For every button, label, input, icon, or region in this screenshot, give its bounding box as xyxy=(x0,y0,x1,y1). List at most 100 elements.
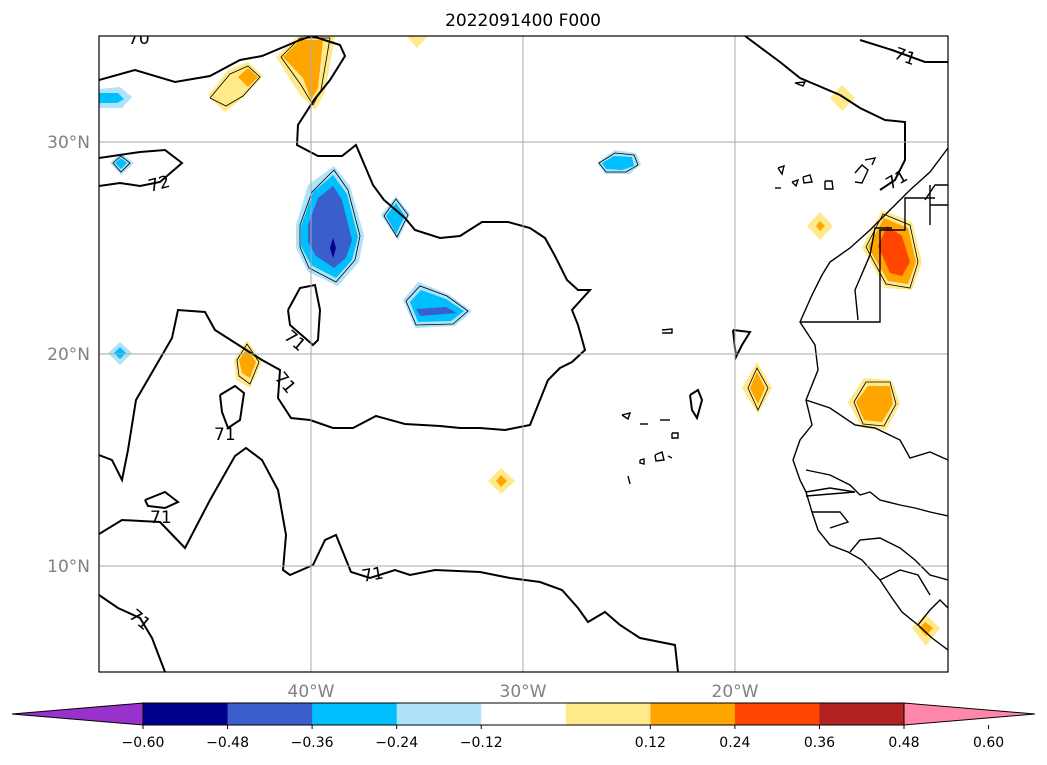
contour-label: 70 xyxy=(128,29,150,49)
colorbar-tick-label: −0.12 xyxy=(460,735,503,751)
lon-label-20w: 20°W xyxy=(712,682,759,702)
cape-verde-8 xyxy=(667,455,673,459)
canary-island-2 xyxy=(791,178,800,188)
contour-south-west xyxy=(99,594,166,672)
edge-africa-interior xyxy=(853,381,897,427)
neg-blob-west-tiny-core xyxy=(114,347,126,359)
coastlines xyxy=(621,81,948,651)
colorbar-extend-low xyxy=(11,702,144,726)
contour-71-top-right xyxy=(859,39,948,63)
canary-island-3 xyxy=(802,174,813,184)
colorbar-tick-label: 0.48 xyxy=(888,735,919,751)
neg-blob-west-edge-core xyxy=(99,93,124,103)
colorbar-swatch xyxy=(481,703,567,725)
africa-coastline xyxy=(792,147,948,651)
map-frame xyxy=(98,35,949,673)
colorbar-tick-label: 0.60 xyxy=(973,735,1004,751)
colorbar: −0.60 −0.48 −0.36 −0.24 −0.12 0.12 0.24 0.36 0.4… xyxy=(11,702,1036,751)
map-plot-area: 70 71 72 71 71 71 71 71 71 71 xyxy=(99,29,948,672)
contour-label: 71 xyxy=(214,425,236,445)
cape-verde-1 xyxy=(621,412,632,421)
colorbar-outline xyxy=(142,702,905,726)
mali-border xyxy=(805,399,948,461)
mauritania-border xyxy=(800,197,935,323)
edge-east-small xyxy=(747,367,769,411)
pos-blob-east-upper xyxy=(830,85,855,111)
pos-blob-left-mid-core xyxy=(239,348,256,378)
lat-labels: 30°N 20°N 10°N xyxy=(47,133,90,577)
edge-top-center xyxy=(598,152,639,173)
edge-west-small xyxy=(112,155,131,173)
sierra-leone-border xyxy=(879,569,931,596)
canary-island-4 xyxy=(824,180,834,190)
neg-blob-central-large-core xyxy=(308,186,352,268)
contour-71-west xyxy=(99,446,679,672)
contour-oval-lower xyxy=(144,490,180,510)
pos-blob-east-dot-core xyxy=(816,221,825,231)
colorbar-tick-label: 0.36 xyxy=(804,735,835,751)
lon-labels: 40°W 30°W 20°W xyxy=(288,682,759,702)
guinea-bissau-border xyxy=(812,511,850,529)
colorbar-tick-label: −0.60 xyxy=(122,735,165,751)
pos-blob-africa-coast-core xyxy=(878,226,910,276)
pos-blob-east-small-core xyxy=(750,372,765,404)
pos-blob-africa-interior-core xyxy=(856,386,893,422)
colorbar-tick-label: −0.48 xyxy=(206,735,249,751)
canary-island-1 xyxy=(777,164,785,176)
contour-top-right xyxy=(744,36,906,191)
height-contours xyxy=(99,36,948,672)
pos-blob-top-edge xyxy=(406,36,428,48)
cape-verde-7 xyxy=(627,475,631,485)
edge-left-mid xyxy=(236,343,260,385)
colorbar-swatch xyxy=(565,703,651,725)
contour-west-72 xyxy=(99,148,184,188)
cape-verde-5 xyxy=(639,458,645,465)
colorbar-swatch xyxy=(227,703,313,725)
colorbar-tick-label: 0.12 xyxy=(635,735,666,751)
neg-blob-west-small-core xyxy=(115,158,127,169)
shaded-fields xyxy=(99,36,940,646)
cape-verde-4 xyxy=(671,432,679,439)
madeira-island xyxy=(794,81,807,87)
lat-label-20n: 20°N xyxy=(47,345,90,365)
lat-label-30n: 30°N xyxy=(47,133,90,153)
edge-central-large xyxy=(299,169,361,283)
contour-oval-mid xyxy=(287,283,322,347)
cape-verde-6 xyxy=(654,451,665,462)
colorbar-swatch xyxy=(396,703,482,725)
senegal-border xyxy=(805,469,948,517)
neg-blob-top-center-core xyxy=(602,156,634,170)
western-sahara-border xyxy=(854,227,892,321)
colorbar-tick-label: 0.24 xyxy=(719,735,750,751)
contour-label: 71 xyxy=(360,563,385,586)
morocco-border xyxy=(924,184,948,201)
canary-island-6 xyxy=(864,157,877,166)
lat-label-10n: 10°N xyxy=(47,557,90,577)
pos-blob-south-coast-core xyxy=(919,622,933,636)
pos-blob-top-north-core xyxy=(283,40,323,100)
edge-top-left xyxy=(209,65,261,107)
contour-label: 71 xyxy=(150,508,172,528)
gambia-border xyxy=(805,487,856,497)
contour-oval-left xyxy=(219,384,246,430)
contour-north-loop xyxy=(99,36,593,484)
colorbar-tick-label: −0.24 xyxy=(375,735,418,751)
colorbar-swatch xyxy=(819,703,905,725)
pos-blob-top-left-core xyxy=(238,68,258,87)
lon-label-30w: 30°W xyxy=(500,682,547,702)
liberia-border xyxy=(917,599,948,626)
colorbar-swatch xyxy=(143,703,229,725)
neg-blob-small-north-core xyxy=(386,203,405,234)
edge-small-north xyxy=(383,198,409,238)
colorbar-swatch xyxy=(650,703,736,725)
edge-mid xyxy=(405,285,469,326)
colorbar-extend-high xyxy=(903,702,1036,726)
canary-island-5 xyxy=(854,164,869,184)
lon-label-40w: 40°W xyxy=(288,682,335,702)
neg-blob-mid-center xyxy=(416,307,457,316)
colorbar-swatch xyxy=(312,703,398,725)
contour-top-left xyxy=(99,36,313,84)
guinea-border xyxy=(849,537,948,581)
map-title: 2022091400 F000 xyxy=(445,11,601,31)
